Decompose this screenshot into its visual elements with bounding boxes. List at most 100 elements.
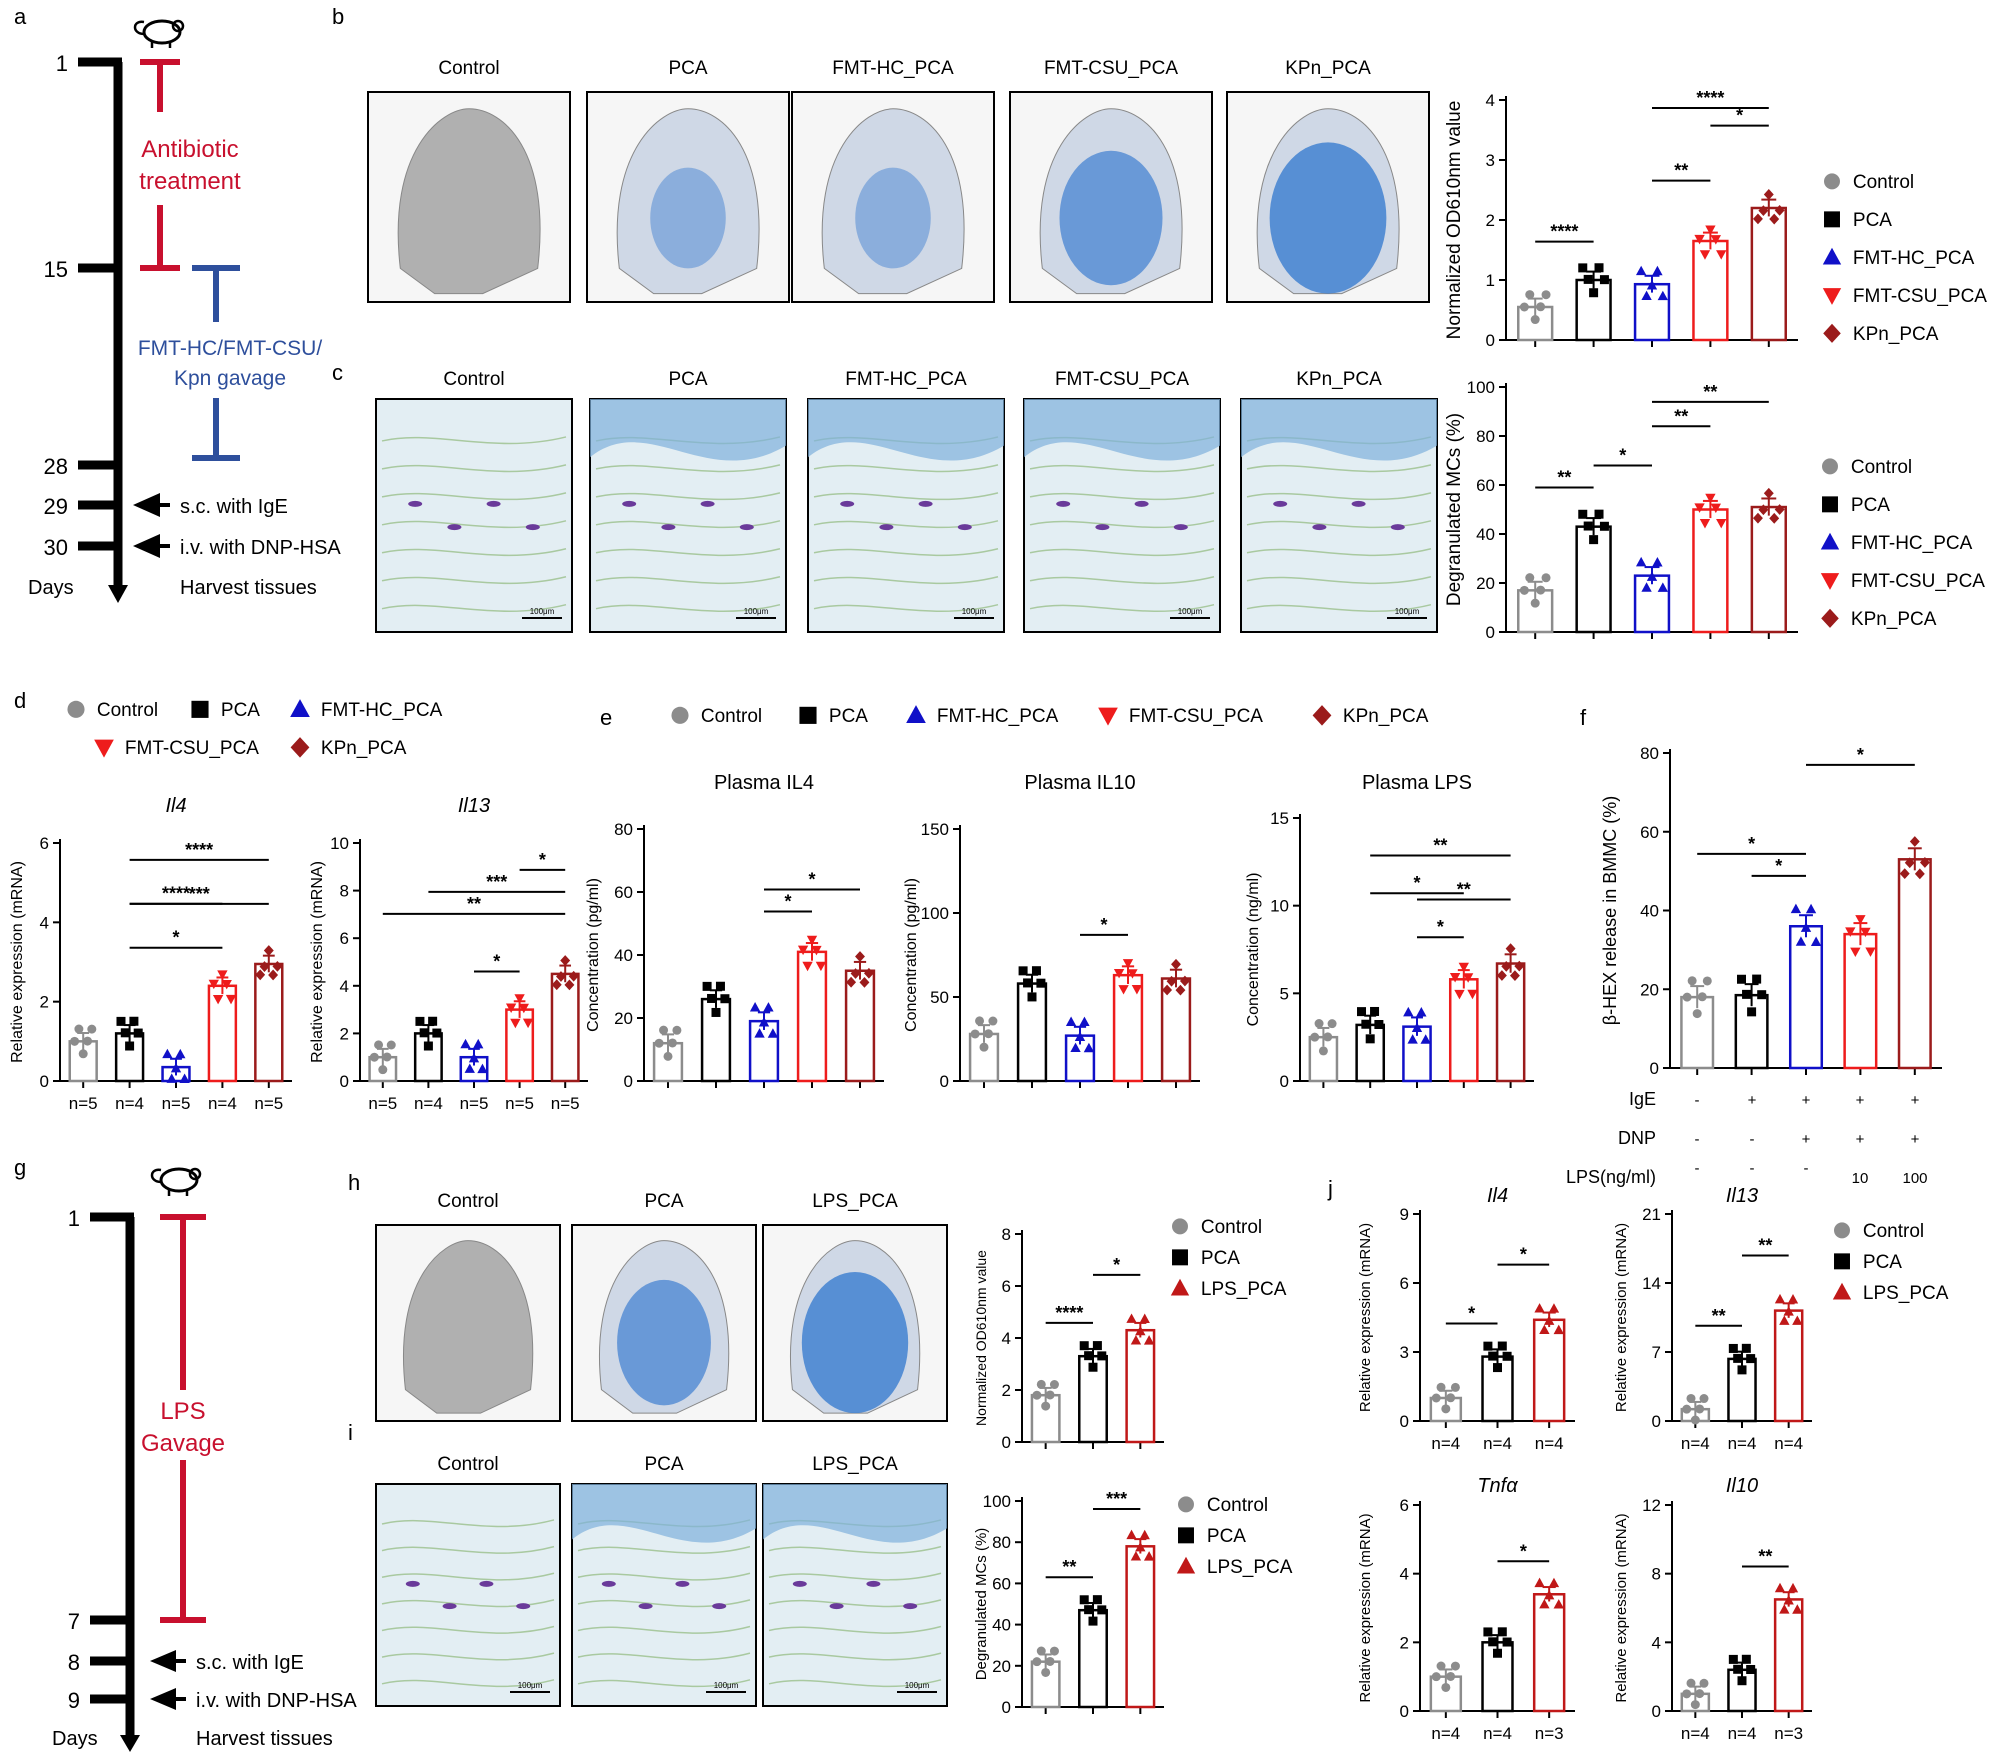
y-tick-label: 3 [1486,151,1495,170]
bar [254,962,284,1083]
data-point [1049,1380,1059,1390]
tissue-fiber [381,1519,555,1528]
y-tick-label: 0 [1652,1412,1661,1431]
dye-stain [855,167,931,269]
data-point [1737,1676,1747,1686]
data-point [1746,1354,1756,1364]
epidermis-layer [808,399,1004,461]
data-point [1139,1313,1150,1323]
legend-label: FMT-CSU_PCA [1853,286,1987,307]
dye-stain [1269,142,1387,294]
bar [1495,962,1526,1083]
legend-marker [1823,323,1841,343]
data-point [1083,1042,1095,1053]
data-point [208,979,219,990]
n-label: n=4 [1431,1434,1460,1453]
data-point [1810,936,1822,946]
legend-marker [1176,1556,1196,1574]
chart-title: Il13 [1726,1185,1758,1207]
tissue-fiber [1029,520,1215,529]
condition-value: + [1802,1131,1811,1148]
chart-e_il4: 0 20 40 60 80 Concentration (pg/ml) Plasma IL4… [585,772,884,1091]
data-point [1534,1303,1545,1313]
data-point [1850,947,1861,958]
data-point [1686,1678,1696,1688]
gavage-bracket [192,265,240,461]
data-point [1779,1315,1790,1325]
n-label: n=5 [254,1094,283,1113]
data-point [1032,1657,1042,1667]
data-point [1127,969,1138,979]
y-tick-label: 0 [1280,1072,1289,1091]
legend-label: FMT-HC_PCA [1851,533,1973,554]
image-title: Control [438,58,499,79]
gavage-label: Kpn gavage [174,367,286,390]
legend-marker [1170,1278,1190,1296]
image-title: Control [443,369,504,390]
arrow-left-icon [133,534,160,558]
image-title: FMT-CSU_PCA [1044,58,1178,79]
legend-label: KPn_PCA [1853,324,1939,345]
data-point [1097,1351,1107,1361]
data-point [1716,250,1727,260]
bar [550,972,580,1083]
antibiotic-bracket [140,59,180,271]
data-point [1441,1682,1451,1692]
scale-bar-label: 100μm [744,607,769,616]
legend-label: Control [701,706,762,727]
data-point [1536,585,1546,595]
n-label: n=4 [1483,1724,1512,1743]
tissue-fiber [595,576,781,585]
tissue-fiber [813,464,999,473]
data-point [1682,1404,1692,1414]
legend-label: KPn_PCA [1851,609,1937,630]
data-point [1795,936,1807,946]
data-point [859,976,870,988]
step-label: s.c. with IgE [180,496,288,518]
data-point [1365,1034,1375,1044]
data-point [477,1063,488,1074]
tissue-fiber [381,1572,555,1581]
y-tick-label: 40 [614,946,633,965]
legend-h: Control PCA LPS_PCA [1170,1217,1287,1300]
image-title: PCA [644,1454,683,1475]
data-point [1374,1020,1384,1030]
data-point [1370,1006,1380,1016]
data-point [1716,518,1727,529]
bar [1897,858,1932,1070]
data-point [1065,1016,1077,1026]
significance-mark: * [784,892,791,912]
y-tick-label: 10 [1270,897,1289,916]
legend-label: KPn_PCA [1343,706,1429,727]
mast-cell [622,500,637,507]
data-point [510,1018,521,1029]
bar [1125,1328,1156,1444]
legend-label: PCA [221,700,260,721]
n-label: n=4 [1774,1434,1803,1453]
data-point [1589,288,1599,298]
y-tick-label: 60 [614,883,633,902]
tissue-fiber [1246,520,1432,529]
mast-cell [442,1603,457,1610]
n-label: n=5 [551,1094,580,1113]
data-point [1420,1034,1431,1044]
day-label: 30 [44,535,68,560]
tissue-fiber [595,492,781,501]
legend-label: FMT-CSU_PCA [1129,706,1263,727]
data-point [522,1018,534,1029]
significance-mark: ** [1703,382,1717,402]
gavage-label: FMT-HC/FMT-CSU/ [138,337,322,360]
data-point [1763,189,1774,200]
y-axis-label: Normalized OD610nm value [1444,101,1465,340]
data-point [1070,1042,1081,1053]
y-tick-label: 80 [614,820,633,839]
image-title: KPn_PCA [1296,369,1382,390]
mast-cell [1056,500,1071,507]
data-point [815,961,827,972]
tissue-fiber [381,436,567,445]
image-title: PCA [668,58,707,79]
panel-letter-f: f [1580,705,1587,730]
data-point [1741,1343,1751,1353]
mast-cell [903,1603,918,1610]
data-point [1652,556,1663,567]
